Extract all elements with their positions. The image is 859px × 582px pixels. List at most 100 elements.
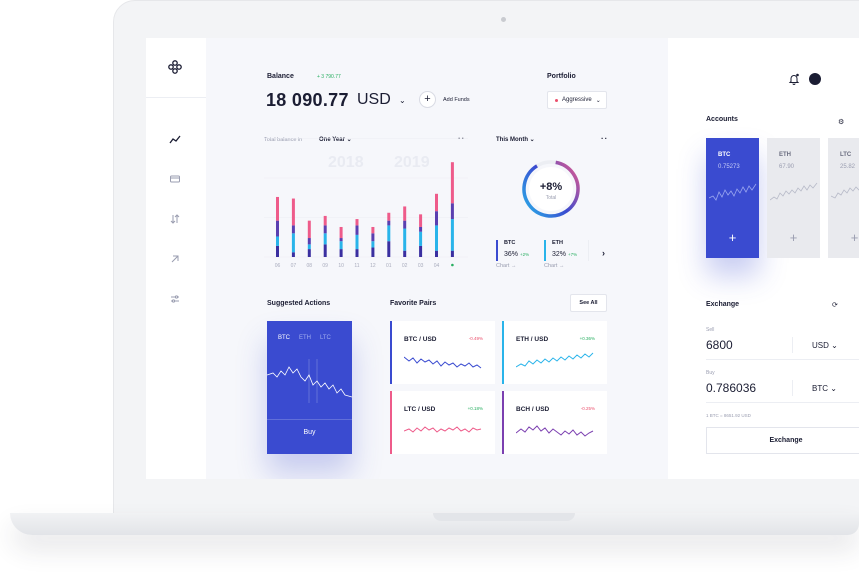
tab-btc[interactable]: BTC [278,335,290,341]
plus-icon[interactable]: + [850,230,859,245]
camera-dot [501,17,506,22]
x-tick-label: 02 [402,263,408,269]
see-all-button[interactable]: See All [570,294,607,312]
portfolio-select[interactable]: Aggressive ⌄ [547,91,607,109]
x-tick-label: 11 [354,263,359,269]
suggested-action-card: BTC ETH LTC Buy [267,321,352,454]
pair-sparkline [404,356,482,369]
more-menu-icon[interactable]: ·· [458,134,466,143]
sell-input[interactable]: 6800 [706,338,733,352]
add-funds-button[interactable]: + [419,91,436,108]
range-select[interactable]: One Year ⌄ [319,137,352,143]
bar-segment-10-1 [435,225,438,251]
portfolio-title: Portfolio [547,73,576,80]
account-card-ltc[interactable]: LTC 25.82 + [828,138,859,258]
pair-change: +0.18% [467,406,483,411]
plus-icon[interactable]: + [728,230,737,245]
account-sparkline [770,182,818,201]
bar-segment-0-2 [276,220,279,237]
buy-input[interactable]: 0.786036 [706,381,757,395]
tab-ltc[interactable]: LTC [320,335,331,341]
account-value: 0.75273 [718,164,740,170]
bar-segment-1-1 [291,233,295,253]
bar-segment-2-3 [307,220,311,239]
x-tick-label: 03 [418,263,424,269]
coin-name: ETH [552,240,563,246]
sell-currency-select[interactable]: USD ⌄ [812,341,838,350]
bell-icon[interactable] [788,73,800,85]
buy-currency-select[interactable]: BTC ⌄ [812,384,837,393]
avatar[interactable] [809,73,821,85]
coin-chart-link[interactable]: Chart → [496,263,517,269]
account-card-btc[interactable]: BTC 0.75273 + [706,138,759,258]
buy-button[interactable]: Buy [303,429,316,436]
bar-segment-9-1 [419,231,423,246]
balance-delta: + 3 790.77 [317,74,341,80]
bar-segment-2-2 [307,238,311,245]
chevron-down-icon: ⌄ [595,97,601,104]
bar-segment-9-3 [419,214,423,227]
balance-currency[interactable]: USD [357,91,391,108]
month-select[interactable]: This Month ⌄ [496,137,535,143]
laptop-notch [433,513,575,521]
coin-divider [588,240,589,261]
tab-eth[interactable]: ETH [299,335,311,341]
range-value: One Year [319,137,345,143]
gear-icon[interactable]: ⚙ [838,119,845,126]
account-card-eth[interactable]: ETH 67.90 + [767,138,820,258]
sidebar-divider [146,97,206,98]
chevron-down-icon[interactable]: ⌄ [399,96,406,105]
sidebar-item-transfers[interactable] [168,212,182,226]
donut-chart [522,160,580,218]
bar-segment-3-3 [323,215,327,226]
x-tick-label: 12 [370,263,376,269]
donut-sub: Total [545,195,557,201]
coin-summary-eth: ETH 32% +7% Chart → [544,240,590,270]
pair-sparkline [404,426,482,433]
portfolio-selected: Aggressive [562,97,592,103]
bar-segment-8-1 [403,228,407,251]
sidebar-item-send[interactable] [168,252,182,266]
plus-icon: + [424,93,431,105]
sidebar-item-settings[interactable] [168,292,182,306]
coin-pct: 32% +7% [552,251,578,258]
coin-name: BTC [504,240,516,246]
field-underline [706,402,859,403]
bar-segment-11-1 [450,219,454,251]
year-label-right: 2019 [394,154,430,171]
coin-chart-link[interactable]: Chart → [544,263,565,269]
pair-edge [502,391,504,454]
bar-segment-0-3 [276,196,279,221]
logo-icon[interactable] [168,60,182,74]
pair-card-ltc[interactable]: LTC / USD +0.18% [390,391,495,454]
buy-label: Buy [706,370,715,376]
bar-segment-2-0 [307,249,311,257]
x-tick-label: 09 [322,263,328,269]
more-menu-icon[interactable]: ·· [601,134,609,143]
bar-segment-8-0 [403,250,407,257]
bar-segment-1-3 [291,198,295,226]
pair-change: -0.25% [580,406,595,411]
sidebar-item-dashboard[interactable] [168,133,182,147]
balance-amount: 18 090.77 [266,90,349,110]
bar-segment-8-3 [403,206,407,221]
coin-pct: 36% +2% [504,251,530,258]
exchange-button[interactable]: Exchange [706,427,859,454]
activity-icon [169,135,181,144]
add-funds-label[interactable]: Add Funds [443,97,470,103]
bar-segment-4-1 [339,241,343,250]
plus-icon[interactable]: + [789,230,798,245]
account-name: BTC [718,152,731,158]
pair-card-btc[interactable]: BTC / USD -0.49% [390,321,495,384]
refresh-icon[interactable]: ⟳ [832,302,838,309]
chevron-right-icon[interactable]: › [602,248,605,258]
pair-card-bch[interactable]: BCH / USD -0.25% [502,391,607,454]
send-icon [171,255,179,263]
pair-card-eth[interactable]: ETH / USD +0.36% [502,321,607,384]
bar-segment-3-2 [323,225,327,234]
app-screen: Balance + 3 790.77 18 090.77 USD ⌄ + Add… [146,38,859,479]
sidebar-item-wallet[interactable] [168,172,182,186]
x-tick-label: 10 [338,263,344,269]
pair-sparkline [516,425,594,437]
field-divider [792,337,793,353]
